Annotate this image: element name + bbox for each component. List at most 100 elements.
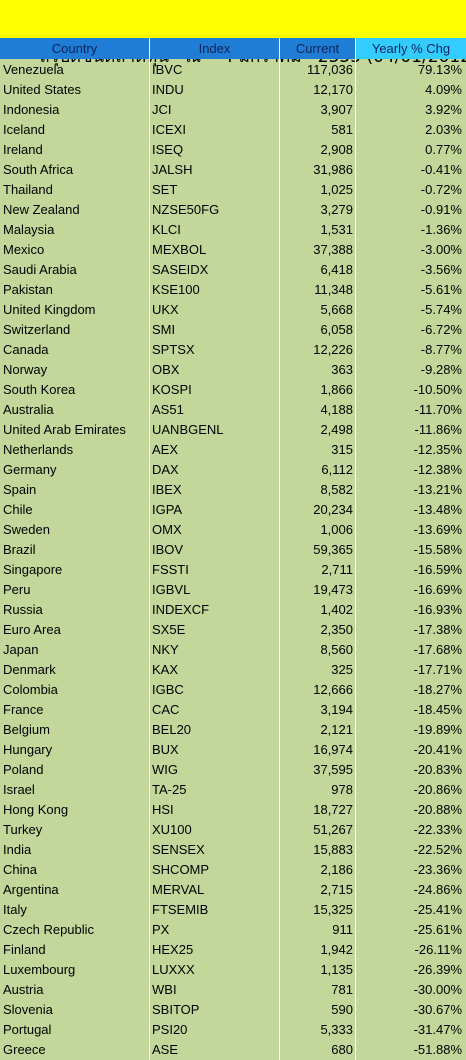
cell-current: 5,668	[320, 302, 353, 317]
cell-country: Saudi Arabia	[3, 262, 77, 277]
cell-index: HEX25	[152, 942, 194, 957]
cell-yearly-change: -20.83%	[413, 762, 462, 777]
cell-country: Australia	[3, 402, 54, 417]
cell-country: Poland	[3, 762, 44, 777]
cell-yearly-change: -24.86%	[413, 882, 462, 897]
cell-current: 911	[332, 922, 353, 937]
cell-index: WBI	[152, 982, 177, 997]
table-row: Slovenia SBITOP 590 -30.67%	[0, 1000, 466, 1020]
cell-country: Mexico	[3, 242, 45, 257]
cell-current: 581	[331, 122, 353, 137]
cell-index: SX5E	[152, 622, 186, 637]
cell-current: 5,333	[320, 1022, 353, 1037]
cell-current: 6,058	[320, 322, 353, 337]
cell-index: IGPA	[152, 502, 183, 517]
cell-current: 3,907	[320, 102, 353, 117]
cell-country: United Kingdom	[3, 302, 96, 317]
table-row: Ireland ISEQ 2,908 0.77%	[0, 140, 466, 160]
cell-yearly-change: -31.47%	[413, 1022, 462, 1037]
cell-current: 2,350	[320, 622, 353, 637]
cell-index: JALSH	[152, 162, 193, 177]
cell-country: Norway	[3, 362, 48, 377]
cell-current: 1,531	[320, 222, 353, 237]
cell-country: Switzerland	[3, 322, 71, 337]
cell-index: ICEXI	[152, 122, 186, 137]
cell-yearly-change: -22.33%	[413, 822, 462, 837]
cell-current: 20,234	[313, 502, 353, 517]
cell-yearly-change: -18.45%	[413, 702, 462, 717]
table-row: Poland WIG 37,595 -20.83%	[0, 760, 466, 780]
cell-index: IGBC	[152, 682, 184, 697]
cell-current: 59,365	[313, 542, 353, 557]
cell-index: HSI	[152, 802, 174, 817]
table-header: Country Index Current Yearly % Chg	[0, 38, 466, 59]
cell-yearly-change: -17.68%	[413, 642, 462, 657]
table-row: Spain IBEX 8,582 -13.21%	[0, 480, 466, 500]
cell-index: INDEXCF	[152, 602, 210, 617]
cell-yearly-change: -26.39%	[413, 962, 462, 977]
table-row: Peru IGBVL 19,473 -16.69%	[0, 580, 466, 600]
cell-current: 1,402	[320, 602, 353, 617]
table-row: Australia AS51 4,188 -11.70%	[0, 400, 466, 420]
cell-yearly-change: -30.67%	[413, 1002, 462, 1017]
table-row: Netherlands AEX 315 -12.35%	[0, 440, 466, 460]
cell-yearly-change: -11.70%	[414, 402, 462, 417]
cell-current: 12,170	[313, 82, 353, 97]
cell-current: 2,715	[320, 882, 353, 897]
table-row: Iceland ICEXI 581 2.03%	[0, 120, 466, 140]
cell-yearly-change: -5.74%	[420, 302, 462, 317]
table-row: Saudi Arabia SASEIDX 6,418 -3.56%	[0, 260, 466, 280]
cell-current: 6,112	[321, 462, 353, 477]
cell-yearly-change: -26.11%	[414, 942, 462, 957]
cell-index: IBEX	[152, 482, 182, 497]
cell-country: Colombia	[3, 682, 58, 697]
cell-country: Slovenia	[3, 1002, 53, 1017]
cell-country: Turkey	[3, 822, 43, 837]
cell-current: 11,348	[314, 282, 353, 297]
cell-country: Iceland	[3, 122, 45, 137]
cell-country: Spain	[3, 482, 37, 497]
table-row: United Kingdom UKX 5,668 -5.74%	[0, 300, 466, 320]
table-row: South Korea KOSPI 1,866 -10.50%	[0, 380, 466, 400]
cell-current: 12,226	[313, 342, 353, 357]
cell-country: Sweden	[3, 522, 50, 537]
cell-yearly-change: -12.38%	[413, 462, 462, 477]
table-row: Pakistan KSE100 11,348 -5.61%	[0, 280, 466, 300]
cell-index: NKY	[152, 642, 179, 657]
cell-current: 18,727	[313, 802, 353, 817]
cell-country: India	[3, 842, 32, 857]
cell-yearly-change: -8.77%	[420, 342, 462, 357]
cell-current: 363	[331, 362, 353, 377]
table-row: Mexico MEXBOL 37,388 -3.00%	[0, 240, 466, 260]
table-row: India SENSEX 15,883 -22.52%	[0, 840, 466, 860]
cell-yearly-change: 2.03%	[425, 122, 462, 137]
cell-index: FTSEMIB	[152, 902, 209, 917]
cell-yearly-change: -22.52%	[413, 842, 462, 857]
cell-country: Denmark	[3, 662, 56, 677]
cell-current: 2,186	[320, 862, 353, 877]
cell-index: ASE	[152, 1042, 179, 1057]
cell-current: 51,267	[313, 822, 353, 837]
table-row: Venezuela IBVC 117,036 79.13%	[0, 60, 466, 80]
cell-country: South Africa	[3, 162, 74, 177]
cell-yearly-change: -16.93%	[413, 602, 462, 617]
table-row: France CAC 3,194 -18.45%	[0, 700, 466, 720]
cell-country: Indonesia	[3, 102, 60, 117]
cell-current: 8,560	[320, 642, 353, 657]
cell-country: Israel	[3, 782, 35, 797]
cell-index: SET	[152, 182, 178, 197]
cell-yearly-change: -12.35%	[413, 442, 462, 457]
table-row: China SHCOMP 2,186 -23.36%	[0, 860, 466, 880]
cell-current: 325	[331, 662, 353, 677]
table-row: Colombia IGBC 12,666 -18.27%	[0, 680, 466, 700]
cell-country: France	[3, 702, 44, 717]
cell-index: JCI	[152, 102, 172, 117]
header-yearly-change: Yearly % Chg	[356, 38, 466, 59]
cell-current: 117,036	[306, 62, 353, 77]
cell-country: Pakistan	[3, 282, 53, 297]
cell-current: 2,121	[320, 722, 353, 737]
cell-country: China	[3, 862, 37, 877]
cell-country: Czech Republic	[3, 922, 95, 937]
cell-index: SPTSX	[152, 342, 195, 357]
table-row: Brazil IBOV 59,365 -15.58%	[0, 540, 466, 560]
